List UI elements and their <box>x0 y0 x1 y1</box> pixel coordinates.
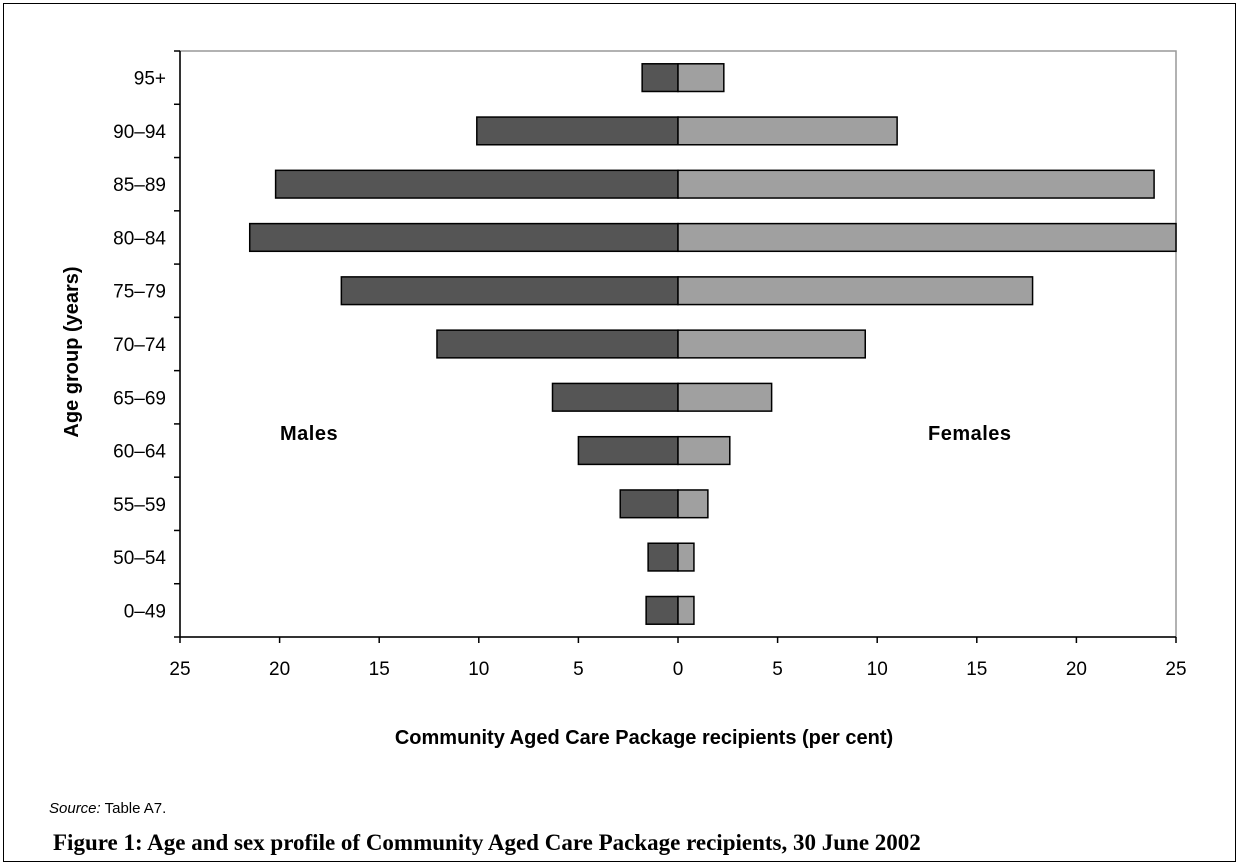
annotation-males: Males <box>280 423 338 445</box>
x-tick-label: 5 <box>573 659 584 680</box>
annotation-females: Females <box>928 423 1012 445</box>
x-tick-label: 15 <box>966 659 987 680</box>
bar-males-80–84 <box>248 222 679 253</box>
bar-males-60–64 <box>577 435 679 466</box>
source-text: Table A7. <box>100 800 167 817</box>
x-tick-label: 25 <box>169 659 190 680</box>
x-tick-label: 10 <box>867 659 888 680</box>
y-tick-label-80–84: 80–84 <box>113 228 166 249</box>
x-tick-label: 20 <box>1066 659 1087 680</box>
bar-females-90–94 <box>677 116 898 146</box>
y-tick-label-95+: 95+ <box>134 69 166 90</box>
y-tick-label-60–64: 60–64 <box>113 442 166 463</box>
x-tick-label: 20 <box>269 659 290 680</box>
bar-females-95+ <box>677 63 725 93</box>
bar-males-55–59 <box>619 489 679 519</box>
bar-males-65–69 <box>551 382 679 412</box>
x-tick-label: 15 <box>369 659 390 680</box>
axes-group <box>174 50 1177 643</box>
y-tick-label-50–54: 50–54 <box>113 548 166 569</box>
figure-caption: Figure 1: Age and sex profile of Communi… <box>53 830 921 855</box>
pyramid-chart: 0–49 50–54 55–59 60–64 65–69 70–74 75–79 80–84 8… <box>61 50 1187 749</box>
x-tick-label: 25 <box>1165 659 1186 680</box>
bar-males-50–54 <box>647 542 679 572</box>
y-tick-label-65–69: 65–69 <box>113 388 166 409</box>
bar-females-55–59 <box>677 489 709 519</box>
bar-males-70–74 <box>436 329 679 359</box>
x-tick-label: 0 <box>673 659 684 680</box>
source-note: Source: Table A7. <box>49 800 166 817</box>
x-axis-title: Community Aged Care Package recipients (… <box>395 727 893 749</box>
bar-females-60–64 <box>677 435 731 466</box>
x-tick-label: 10 <box>468 659 489 680</box>
y-tick-label-75–79: 75–79 <box>113 282 166 303</box>
bar-females-65–69 <box>677 382 773 412</box>
bar-females-0–49 <box>677 595 695 625</box>
y-tick-label-55–59: 55–59 <box>113 495 166 516</box>
bar-males-85–89 <box>274 169 679 199</box>
y-tick-label-90–94: 90–94 <box>113 122 166 143</box>
y-tick-label-70–74: 70–74 <box>113 335 166 356</box>
figure-frame <box>3 3 1236 862</box>
bar-males-75–79 <box>340 276 679 306</box>
bar-females-85–89 <box>677 169 1155 199</box>
bar-females-75–79 <box>677 276 1034 306</box>
bars-group <box>248 63 1177 625</box>
bar-females-50–54 <box>677 542 695 572</box>
bar-females-70–74 <box>677 329 866 359</box>
bar-males-0–49 <box>645 595 679 625</box>
y-tick-label-85–89: 85–89 <box>113 175 166 196</box>
y-tick-label-0–49: 0–49 <box>124 601 166 622</box>
bar-females-80–84 <box>677 222 1177 253</box>
labels-group: 0–49 50–54 55–59 60–64 65–69 70–74 75–79 80–84 8… <box>113 69 1186 680</box>
source-label: Source: <box>49 800 101 817</box>
bar-males-90–94 <box>476 116 679 146</box>
y-axis-title: Age group (years) <box>61 266 83 437</box>
bar-males-95+ <box>641 63 679 93</box>
x-tick-label: 5 <box>772 659 783 680</box>
